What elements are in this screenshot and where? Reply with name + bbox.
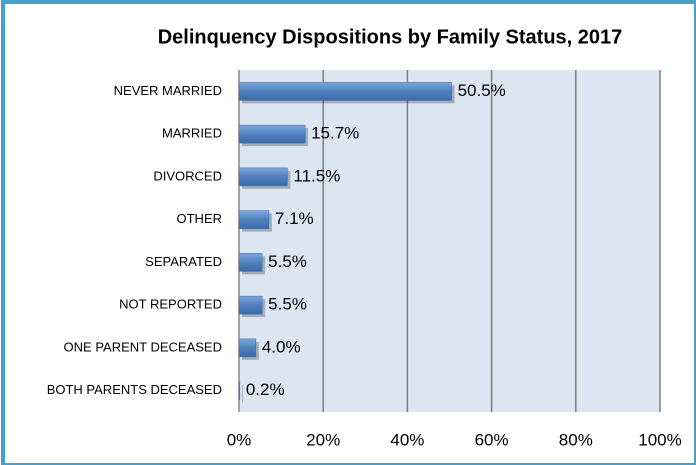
x-tick-label: 20%	[306, 430, 340, 449]
bar	[238, 253, 263, 272]
data-label: 7.1%	[275, 209, 314, 228]
x-tick-label: 100%	[638, 430, 681, 449]
bar	[238, 124, 306, 144]
data-label: 50.5%	[458, 81, 506, 100]
y-tick-label: ONE PARENT DECEASED	[64, 339, 222, 354]
x-tick-label: 0%	[227, 430, 252, 449]
data-label: 15.7%	[311, 124, 359, 143]
bar	[238, 167, 288, 187]
data-label: 5.5%	[268, 252, 307, 271]
y-tick-label: NEVER MARRIED	[114, 83, 222, 98]
y-tick-label: DIVORCED	[153, 168, 222, 183]
data-label: 11.5%	[293, 166, 340, 185]
bar	[238, 210, 270, 229]
data-label: 5.5%	[268, 295, 307, 314]
y-tick-label: OTHER	[177, 211, 223, 226]
bar	[238, 338, 257, 358]
x-tick-label: 60%	[475, 430, 509, 449]
bar	[238, 82, 452, 101]
x-tick-label: 80%	[559, 430, 593, 449]
y-tick-label: NOT REPORTED	[119, 297, 222, 312]
x-tick-label: 40%	[390, 430, 424, 449]
data-label: 0.2%	[246, 380, 285, 399]
y-tick-label: BOTH PARENTS DECEASED	[47, 382, 222, 397]
y-tick-label: MARRIED	[162, 126, 222, 141]
bar	[238, 381, 241, 400]
bar-shadow	[242, 384, 243, 403]
plot-area	[239, 70, 660, 412]
data-label: 4.0%	[262, 337, 301, 356]
chart-title: Delinquency Dispositions by Family Statu…	[158, 26, 623, 48]
y-tick-label: SEPARATED	[145, 254, 222, 269]
bar	[238, 295, 263, 315]
